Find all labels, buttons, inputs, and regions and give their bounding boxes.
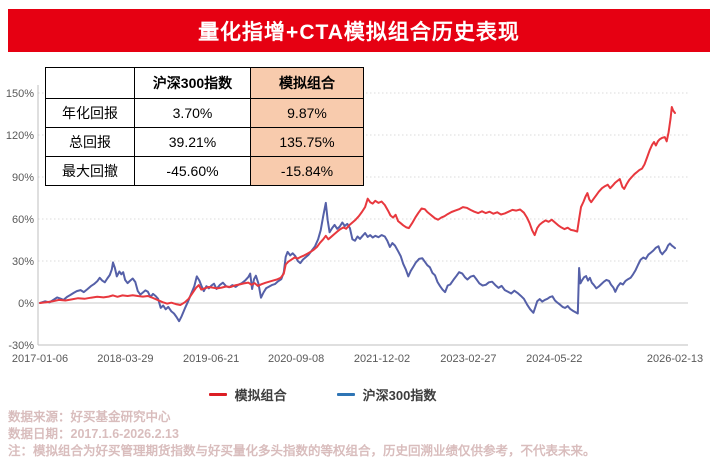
y-axis-tick-label: 60% [12, 214, 34, 226]
legend-line-marker [336, 392, 355, 396]
stats-table: 沪深300指数 模拟组合 年化回报 3.70% 9.87% 总回报 39.21% 135.75… [45, 67, 364, 186]
stats-row-label: 总回报 [45, 127, 135, 157]
report-title-banner: 量化指增+CTA模拟组合历史表现 [8, 9, 710, 52]
stats-col-header [45, 67, 135, 99]
x-axis-tick-label: 2018-03-29 [97, 353, 153, 365]
x-axis-tick-label: 2020-09-08 [268, 353, 324, 365]
stats-value: 135.75% [250, 127, 364, 157]
x-axis-tick-label: 2017-01-06 [12, 353, 68, 365]
y-axis-tick-label: 0% [18, 298, 34, 310]
legend-item: 模拟组合 [208, 385, 287, 404]
legend-label: 沪深300指数 [362, 387, 437, 403]
legend-line-marker [208, 392, 227, 396]
footer-notes: 数据来源：好买基金研究中心 数据日期：2017.1.6-2026.2.13 注：模拟… [8, 409, 714, 460]
x-axis-tick-label: 2021-12-02 [354, 353, 410, 365]
stats-value: -45.60% [134, 156, 251, 186]
x-axis-tick-label: 2019-06-21 [183, 353, 239, 365]
stats-row-label: 年化回报 [45, 98, 135, 128]
chart-legend: 模拟组合 沪深300指数 [0, 385, 645, 403]
y-axis-tick-label: -30% [8, 340, 34, 352]
stats-row: 最大回撤 -45.60% -15.84% [45, 156, 364, 186]
y-axis-tick-label: 90% [12, 172, 34, 184]
stats-value: 39.21% [134, 127, 251, 157]
stats-row-label: 最大回撤 [45, 156, 135, 186]
series-line-模拟组合 [39, 106, 676, 306]
stats-row: 年化回报 3.70% 9.87% [45, 98, 364, 128]
footer-note-line: 数据来源：好买基金研究中心 [8, 410, 171, 424]
x-axis-tick-label: 2024-05-22 [526, 353, 582, 365]
y-axis-tick-label: 30% [12, 256, 34, 268]
stats-value: -15.84% [250, 156, 364, 186]
x-axis-tick-label: 2023-02-27 [440, 353, 496, 365]
legend-item: 沪深300指数 [336, 385, 437, 404]
legend-label: 模拟组合 [234, 387, 287, 403]
x-axis-tick-label: 2026-02-13 [647, 353, 703, 365]
y-axis-tick-label: 150% [6, 88, 34, 100]
stats-col-header: 沪深300指数 [134, 67, 251, 99]
series-line-沪深300指数 [39, 201, 676, 323]
page-title: 量化指增+CTA模拟组合历史表现 [198, 20, 520, 44]
footer-note-line: 数据日期：2017.1.6-2026.2.13 [8, 427, 179, 441]
stats-value: 3.70% [134, 98, 251, 128]
footer-note-line: 注：模拟组合为好买管理期货指数与好买量化多头指数的等权组合，历史回溯业绩仅供参考… [8, 444, 596, 458]
stats-col-header: 模拟组合 [250, 67, 364, 99]
stats-row: 总回报 39.21% 135.75% [45, 127, 364, 157]
y-axis-tick-label: 120% [6, 130, 34, 142]
stats-value: 9.87% [250, 98, 364, 128]
